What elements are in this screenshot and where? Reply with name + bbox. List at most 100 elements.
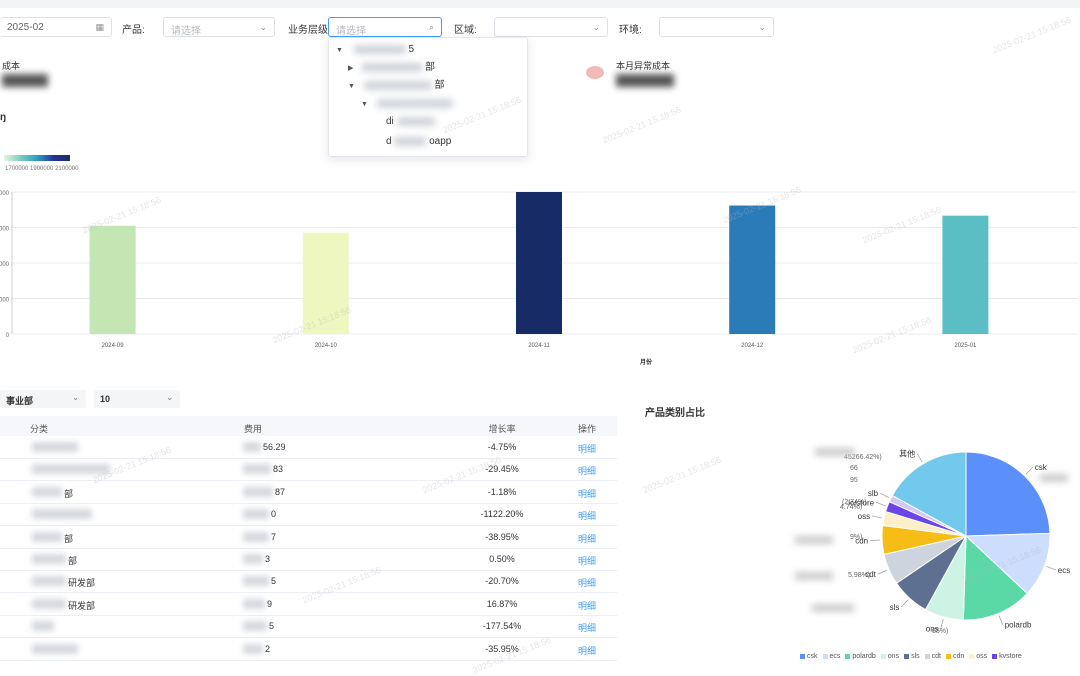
page-size-value: 10: [100, 394, 111, 404]
pie-slice[interactable]: [965, 451, 1051, 537]
tree-node[interactable]: ▶ 部: [348, 61, 435, 75]
chevron-down-icon: ⌄: [166, 393, 173, 402]
redacted-text: [32, 442, 78, 452]
tree-node-label: 5: [408, 44, 415, 55]
legend-label: cdt: [931, 653, 941, 660]
pie-title: 产品类别占比: [645, 408, 705, 419]
pie-leader-line: [901, 599, 909, 608]
legend-swatch: [992, 654, 998, 659]
legend-item[interactable]: kvstore: [992, 653, 1022, 660]
detail-link[interactable]: 明细: [578, 600, 597, 611]
detail-link[interactable]: 明细: [578, 533, 597, 544]
bar[interactable]: [729, 205, 776, 334]
pie-leader-line: [1046, 566, 1056, 571]
region-select[interactable]: ⌄: [494, 17, 608, 37]
redacted-text: [363, 80, 432, 90]
bar[interactable]: [942, 215, 989, 334]
dimension-select-value: 事业部: [6, 396, 34, 406]
bar[interactable]: [302, 232, 349, 334]
tree-node[interactable]: ▼ 部: [348, 79, 445, 93]
detail-link[interactable]: 明细: [578, 556, 597, 566]
legend-item[interactable]: cdn: [945, 653, 964, 660]
tree-node[interactable]: ▼ 5: [336, 43, 414, 57]
detail-link[interactable]: 明细: [578, 623, 597, 634]
color-scale-label: 2100000: [55, 166, 79, 172]
legend-item[interactable]: csk: [800, 653, 818, 660]
col-header-category: 分类: [30, 424, 49, 434]
redacted-text: [243, 576, 269, 587]
table-row: 56.29 -4.75% 明细: [0, 436, 617, 459]
region-label: 区域:: [454, 25, 477, 36]
product-select[interactable]: 请选择 ⌄: [163, 17, 275, 37]
detail-link[interactable]: 明细: [578, 511, 597, 522]
x-tick-label: 2024-12: [741, 343, 764, 349]
x-axis-title: 月份: [639, 358, 653, 366]
pie-legend: csk ecs polardb ons sls cdt cdn oss kvstore: [800, 653, 1022, 660]
redacted-text: [243, 509, 269, 520]
legend-label: oss: [976, 653, 988, 660]
legend-item[interactable]: ons: [880, 653, 899, 660]
kpi-cost-value: [2, 74, 48, 87]
pie-slice-label: cdt: [865, 570, 876, 579]
cell-category: 研发部: [68, 600, 96, 611]
watermark: 2025-02-21 15:18:56: [601, 104, 683, 146]
pie-slice-label: cdn: [855, 537, 868, 546]
legend-item[interactable]: ecs: [822, 653, 841, 660]
bar[interactable]: [89, 225, 136, 334]
redacted-label: [815, 448, 855, 456]
pie-slice-label: slb: [868, 489, 879, 498]
month-value: 2025-02: [7, 22, 44, 33]
redacted-text: [243, 643, 263, 654]
pie-value-label: 5.98%): [848, 572, 870, 579]
redacted-text: [243, 531, 269, 542]
kpi-cost-label: 成本: [2, 61, 21, 71]
color-scale-label: 1900000: [30, 166, 54, 172]
tree-node-label: 部: [434, 80, 445, 91]
detail-link[interactable]: 明细: [578, 645, 597, 656]
col-header-rate: 增长率: [488, 424, 516, 434]
table-row: 83 -29.45% 明细: [0, 458, 617, 482]
detail-link[interactable]: 明细: [578, 578, 597, 589]
cell-fee: 56.29: [263, 442, 286, 452]
dimension-select[interactable]: 事业部 ⌄: [0, 390, 86, 408]
chevron-down-icon: ⌄: [758, 22, 766, 32]
pie-slice[interactable]: [891, 451, 967, 537]
legend-label: ecs: [829, 653, 841, 660]
legend-swatch: [924, 654, 930, 659]
calendar-icon: ▦: [95, 22, 104, 32]
detail-link[interactable]: 明细: [578, 466, 597, 477]
watermark: 2025-02-21 15:18:56: [641, 454, 723, 496]
pie-leader-line: [875, 502, 886, 507]
pie-slice[interactable]: [964, 532, 1051, 595]
pie-slice-label: 其他: [899, 448, 915, 458]
bar[interactable]: [516, 192, 562, 334]
col-header-fee: 费用: [244, 424, 263, 434]
y-tick-label: 0000: [0, 298, 10, 304]
legend-swatch: [945, 654, 951, 659]
tree-leaf[interactable]: d oapp: [386, 135, 451, 149]
tree-leaf-label: d: [386, 136, 392, 147]
redacted-label: [795, 536, 833, 544]
pie-slice-label: sls: [890, 603, 900, 612]
redacted-label: [812, 604, 854, 612]
redacted-text: [243, 598, 265, 609]
redacted-text: [32, 554, 66, 564]
tree-leaf[interactable]: di: [386, 115, 435, 129]
legend-item[interactable]: cdt: [924, 653, 941, 660]
col-header-op: 操作: [578, 424, 597, 434]
legend-item[interactable]: oss: [969, 653, 987, 660]
pie-slice[interactable]: [962, 534, 1028, 621]
color-scale-label: 1700000: [5, 166, 29, 172]
legend-item[interactable]: polardb: [845, 653, 876, 660]
month-picker[interactable]: 2025-02 ▦: [0, 17, 112, 37]
legend-item[interactable]: sls: [904, 653, 920, 660]
detail-link[interactable]: 明细: [578, 488, 597, 499]
caret-down-icon: ▼: [336, 47, 343, 54]
biz-level-placeholder: 请选择: [336, 26, 366, 37]
biz-level-select[interactable]: 请选择 ⌕: [328, 17, 442, 37]
tree-node[interactable]: ▼: [361, 97, 453, 111]
page-size-select[interactable]: 10 ⌄: [94, 390, 180, 408]
env-select[interactable]: ⌄: [659, 17, 774, 37]
detail-link[interactable]: 明细: [578, 444, 597, 454]
